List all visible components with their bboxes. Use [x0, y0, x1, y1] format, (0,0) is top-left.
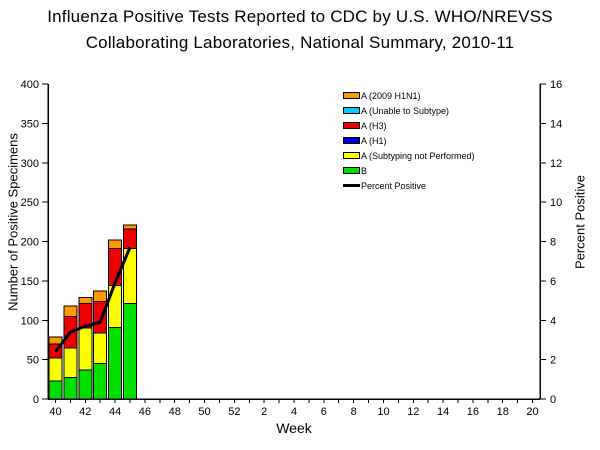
- bar-segment: [48, 336, 63, 345]
- legend-label: A (2009 H1N1): [361, 90, 421, 101]
- right-axis-tick-label: 2: [550, 355, 556, 367]
- legend-label: Percent Positive: [361, 180, 427, 191]
- x-axis-tick-label: 12: [407, 406, 419, 418]
- bar-segment: [93, 363, 108, 400]
- bar-segment: [78, 327, 93, 371]
- legend-color-swatch: [343, 107, 360, 114]
- left-axis-title: Number of Positive Specimens: [5, 133, 21, 311]
- legend-label: A (Subtyping not Performed): [361, 150, 475, 161]
- left-axis-tick-label: 150: [21, 276, 39, 288]
- x-axis-tick-label: 50: [198, 406, 210, 418]
- x-axis-tick-label: 18: [497, 406, 509, 418]
- legend-item: B: [343, 163, 475, 178]
- right-axis-tick-label: 12: [550, 158, 562, 170]
- x-axis-tick-label: 44: [109, 406, 121, 418]
- right-axis-tick-label: 16: [550, 79, 562, 91]
- left-axis-tick-label: 100: [21, 315, 39, 327]
- legend-item: A (2009 H1N1): [343, 88, 475, 103]
- x-axis-tick-label: 6: [321, 406, 327, 418]
- legend-label: A (H3): [361, 120, 387, 131]
- legend-item: A (H3): [343, 118, 475, 133]
- right-axis-tick-label: 14: [550, 118, 562, 130]
- right-axis-tick-label: 4: [550, 315, 556, 327]
- legend-color-swatch: [343, 122, 360, 129]
- legend-color-swatch: [343, 137, 360, 144]
- bar-segment: [123, 224, 137, 230]
- bar-segment: [63, 347, 78, 379]
- x-axis-tick-label: 48: [169, 406, 181, 418]
- x-axis-tick-label: 16: [467, 406, 479, 418]
- bar-segment: [123, 303, 137, 400]
- bar-segment: [48, 380, 63, 400]
- right-axis-tick-label: 10: [550, 197, 562, 209]
- chart-title: Influenza Positive Tests Reported to CDC…: [0, 4, 600, 56]
- bar-segment: [63, 377, 78, 400]
- x-axis-tick-label: 4: [291, 406, 297, 418]
- right-axis-title: Percent Positive: [572, 175, 588, 269]
- bar-segment: [123, 228, 137, 250]
- x-axis-tick-label: 52: [228, 406, 240, 418]
- bar-segment: [93, 290, 108, 302]
- right-axis-tick-label: 0: [550, 394, 556, 406]
- chart-title-line2: Collaborating Laboratories, National Sum…: [85, 33, 515, 52]
- left-axis-tick-label: 50: [27, 355, 39, 367]
- legend-item: A (Subtyping not Performed): [343, 148, 475, 163]
- left-axis-tick-label: 200: [21, 237, 39, 249]
- legend-color-swatch: [343, 152, 360, 159]
- chart-title-line1: Influenza Positive Tests Reported to CDC…: [47, 7, 553, 26]
- legend-item: A (Unable to Subtype): [343, 103, 475, 118]
- x-axis-tick-label: 40: [49, 406, 61, 418]
- left-axis-tick-label: 400: [21, 79, 39, 91]
- bar-segment: [108, 326, 123, 400]
- legend-color-swatch: [343, 167, 360, 174]
- legend: A (2009 H1N1) A (Unable to Subtype) A (H3)…: [343, 88, 475, 193]
- x-axis-tick-label: 14: [437, 406, 449, 418]
- legend-label: A (H1): [361, 135, 387, 146]
- x-axis-title: Week: [276, 420, 312, 436]
- legend-item: Percent Positive: [343, 178, 475, 193]
- bar-segment: [48, 357, 63, 382]
- bar-segment: [108, 239, 123, 250]
- x-axis-tick-label: 46: [139, 406, 151, 418]
- x-axis-tick-label: 2: [261, 406, 267, 418]
- left-axis-tick-label: 350: [21, 118, 39, 130]
- bar-segment: [63, 305, 78, 317]
- left-axis-tick-label: 300: [21, 158, 39, 170]
- x-axis-tick-label: 42: [79, 406, 91, 418]
- left-axis-tick-label: 250: [21, 197, 39, 209]
- x-axis-tick-label: 10: [377, 406, 389, 418]
- x-axis-tick-label: 20: [526, 406, 538, 418]
- legend-label: B: [361, 165, 368, 176]
- right-axis-tick-label: 8: [550, 237, 556, 249]
- x-axis-tick-label: 8: [351, 406, 357, 418]
- bar-segment: [78, 369, 93, 400]
- legend-item: A (H1): [343, 133, 475, 148]
- bar-segment: [93, 332, 108, 365]
- legend-line-swatch: [343, 184, 360, 187]
- bar-segment: [78, 296, 93, 305]
- left-axis-tick-label: 0: [33, 394, 39, 406]
- legend-label: A (Unable to Subtype): [361, 105, 450, 116]
- legend-color-swatch: [343, 92, 360, 99]
- percent-positive-line: [54, 246, 132, 353]
- right-axis-tick-label: 6: [550, 276, 556, 288]
